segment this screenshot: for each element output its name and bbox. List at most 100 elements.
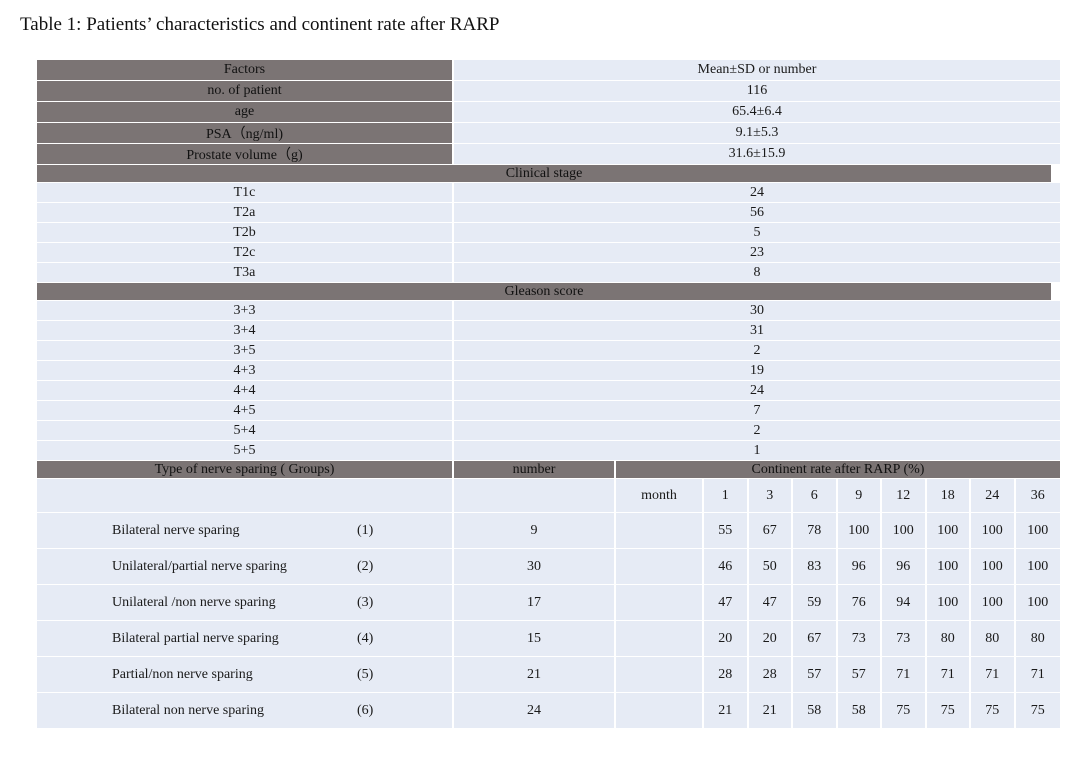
table-row: Bilateral partial nerve sparing (4) 15 20 20… xyxy=(37,621,1060,657)
rate-value: 100 xyxy=(837,513,882,548)
empty-cell xyxy=(616,549,704,584)
row-value: 2 xyxy=(454,341,1060,360)
rate-value: 100 xyxy=(882,513,927,548)
rate-value: 100 xyxy=(1015,513,1060,548)
group-index: (2) xyxy=(357,558,374,574)
rate-value: 94 xyxy=(882,585,927,620)
rate-value: 28 xyxy=(748,657,793,692)
rate-value: 20 xyxy=(704,621,749,656)
group-number: 21 xyxy=(454,657,616,692)
rate-value: 96 xyxy=(882,549,927,584)
table-row: T1c 24 xyxy=(37,183,1060,203)
gleason-header: Gleason score xyxy=(37,283,1060,301)
rate-value: 67 xyxy=(748,513,793,548)
row-value: 8 xyxy=(454,263,1060,282)
factor-label: Prostate volume（g) xyxy=(37,144,454,164)
rate-value: 47 xyxy=(704,585,749,620)
empty-cell xyxy=(616,621,704,656)
rate-value: 57 xyxy=(793,657,838,692)
rate-value: 75 xyxy=(1015,693,1060,728)
rate-value: 71 xyxy=(971,657,1016,692)
group-number: 30 xyxy=(454,549,616,584)
factor-value: 116 xyxy=(454,81,1060,101)
rate-value: 100 xyxy=(926,585,971,620)
rate-value: 80 xyxy=(1015,621,1060,656)
group-index: (1) xyxy=(357,522,374,538)
group-number: 15 xyxy=(454,621,616,656)
rate-value: 73 xyxy=(837,621,882,656)
table-row: Bilateral non nerve sparing (6) 24 21 21 58 58… xyxy=(37,693,1060,729)
row-label: 3+3 xyxy=(37,301,454,320)
rate-value: 67 xyxy=(793,621,838,656)
month-value: 18 xyxy=(926,479,971,512)
rate-value: 76 xyxy=(837,585,882,620)
rate-value: 100 xyxy=(926,513,971,548)
table-row: 3+3 30 xyxy=(37,301,1060,321)
group-label: Unilateral/partial nerve sparing (2) xyxy=(37,549,454,584)
table-row: 4+4 24 xyxy=(37,381,1060,401)
row-label: 5+5 xyxy=(37,441,454,460)
group-index: (3) xyxy=(357,594,374,610)
table-row: Unilateral /non nerve sparing (3) 17 47 47 59… xyxy=(37,585,1060,621)
rate-value: 71 xyxy=(1015,657,1060,692)
table-row: 4+3 19 xyxy=(37,361,1060,381)
row-value: 24 xyxy=(454,381,1060,400)
rate-value: 47 xyxy=(748,585,793,620)
table-row: Unilateral/partial nerve sparing (2) 30 46 5… xyxy=(37,549,1060,585)
table-row: T2a 56 xyxy=(37,203,1060,223)
group-label: Bilateral nerve sparing (1) xyxy=(37,513,454,548)
rate-value: 71 xyxy=(926,657,971,692)
factors-header: Factors xyxy=(37,60,454,80)
rate-value: 46 xyxy=(704,549,749,584)
rate-value: 75 xyxy=(971,693,1016,728)
table-row: 4+5 7 xyxy=(37,401,1060,421)
month-value: 3 xyxy=(748,479,793,512)
nerve-header-row: Type of nerve sparing ( Groups) number C… xyxy=(37,461,1060,479)
factor-value: 9.1±5.3 xyxy=(454,123,1060,143)
row-value: 7 xyxy=(454,401,1060,420)
group-name: Partial/non nerve sparing xyxy=(112,666,253,682)
row-value: 1 xyxy=(454,441,1060,460)
row-value: 31 xyxy=(454,321,1060,340)
group-number: 24 xyxy=(454,693,616,728)
table-row: 3+4 31 xyxy=(37,321,1060,341)
rate-value: 100 xyxy=(1015,585,1060,620)
group-name: Bilateral nerve sparing xyxy=(112,522,240,538)
months-row: month 1 3 6 9 12 18 24 36 xyxy=(37,479,1060,513)
patient-characteristics-table: Factors Mean±SD or number no. of patient… xyxy=(37,60,1060,729)
rate-value: 83 xyxy=(793,549,838,584)
rate-value: 73 xyxy=(882,621,927,656)
factor-label: age xyxy=(37,102,454,122)
rate-value: 100 xyxy=(971,513,1016,548)
factor-label: PSA（ng/ml) xyxy=(37,123,454,143)
clinical-stage-title: Clinical stage xyxy=(37,165,1051,182)
rate-value: 58 xyxy=(793,693,838,728)
empty-cell xyxy=(616,513,704,548)
group-name: Unilateral /non nerve sparing xyxy=(112,594,276,610)
table-row: 5+5 1 xyxy=(37,441,1060,461)
rate-header: Continent rate after RARP (%) xyxy=(616,461,1060,478)
table-row: Bilateral nerve sparing (1) 9 55 67 78 100 100 1… xyxy=(37,513,1060,549)
empty-cell xyxy=(37,479,454,512)
rate-value: 21 xyxy=(704,693,749,728)
rate-value: 100 xyxy=(971,585,1016,620)
empty-cell xyxy=(616,585,704,620)
month-value: 24 xyxy=(971,479,1016,512)
month-values: 1 3 6 9 12 18 24 36 xyxy=(704,479,1060,512)
empty-cell xyxy=(616,693,704,728)
rate-value: 75 xyxy=(882,693,927,728)
group-name: Bilateral non nerve sparing xyxy=(112,702,265,718)
group-number: 9 xyxy=(454,513,616,548)
gleason-title: Gleason score xyxy=(37,283,1051,300)
rate-value: 78 xyxy=(793,513,838,548)
group-label: Bilateral non nerve sparing (6) xyxy=(37,693,454,728)
row-value: 19 xyxy=(454,361,1060,380)
group-label: Partial/non nerve sparing (5) xyxy=(37,657,454,692)
month-value: 1 xyxy=(704,479,749,512)
row-label: T2b xyxy=(37,223,454,242)
gleason-rows: 3+3 30 3+4 31 3+5 2 4+3 19 4+4 24 4+5 7 5+4 2 5+5 1 xyxy=(37,301,1060,461)
value-header: Mean±SD or number xyxy=(454,60,1060,80)
table-row: 5+4 2 xyxy=(37,421,1060,441)
row-value: 2 xyxy=(454,421,1060,440)
row-label: 4+3 xyxy=(37,361,454,380)
